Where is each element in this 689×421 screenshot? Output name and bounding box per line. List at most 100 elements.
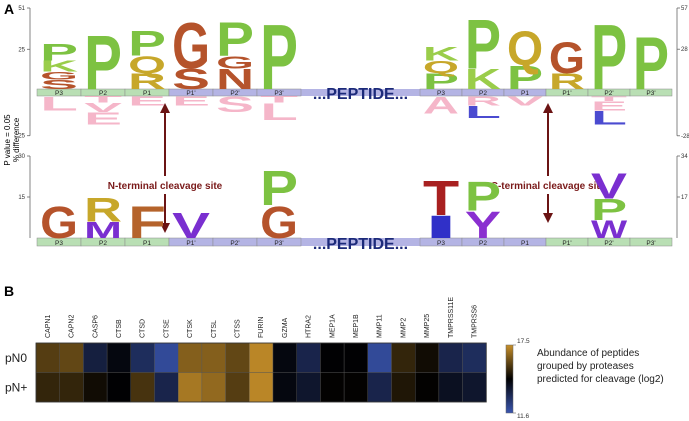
position-label: P2' bbox=[230, 240, 239, 247]
heat-cell bbox=[462, 372, 487, 403]
column-label: GZMA bbox=[282, 317, 289, 338]
position-cell bbox=[629, 88, 673, 97]
position-label: P1' bbox=[186, 90, 195, 97]
column-label: FURIN bbox=[258, 317, 265, 338]
y-label-line: P value = 0.05 bbox=[3, 114, 12, 166]
panel-label: A bbox=[4, 1, 14, 17]
logo-letter: P bbox=[128, 24, 166, 64]
heat-cell bbox=[296, 372, 321, 403]
position-label: P2 bbox=[99, 240, 107, 247]
heat-cell bbox=[225, 342, 250, 373]
heat-cell bbox=[367, 342, 392, 373]
heat-cell bbox=[272, 372, 297, 403]
position-label: P3' bbox=[646, 240, 655, 247]
position-label: P3 bbox=[55, 90, 63, 97]
y2-tick-label: -28 bbox=[681, 134, 689, 140]
position-label: P2 bbox=[99, 90, 107, 97]
logo-letter: T bbox=[84, 95, 122, 105]
logo-letter: Q bbox=[128, 51, 166, 78]
heat-cell bbox=[59, 342, 84, 373]
heatmap-frame bbox=[35, 342, 487, 403]
logo-letter: V bbox=[507, 94, 543, 109]
logo-letter: P bbox=[507, 59, 543, 96]
logo-letter: S bbox=[216, 92, 254, 117]
y2-tick-label: 34 bbox=[681, 154, 688, 160]
position-label: P1 bbox=[143, 90, 151, 97]
position-label: P2 bbox=[479, 90, 487, 97]
heat-cell bbox=[130, 342, 155, 373]
heat-cell bbox=[177, 342, 203, 373]
heat-cell bbox=[438, 342, 463, 373]
peptide-label: ...PEPTIDE... bbox=[313, 86, 408, 103]
logo-letter: G bbox=[260, 198, 298, 248]
logo-letter: L bbox=[465, 103, 501, 123]
heat-cell bbox=[415, 372, 440, 403]
y-tick-label: 25 bbox=[18, 134, 25, 140]
heat-cell bbox=[177, 372, 203, 403]
annotation: C-terminal cleavage site bbox=[491, 181, 606, 192]
colorbar-tick-label: 11.6 bbox=[517, 413, 530, 420]
logo-letter: P bbox=[591, 6, 627, 109]
row-label: pN+ bbox=[5, 380, 27, 394]
logo-letter: P bbox=[465, 174, 501, 220]
logo-letter: K bbox=[465, 63, 501, 95]
logo-letter: G bbox=[549, 34, 585, 83]
logo-letter: S bbox=[172, 63, 210, 95]
logo-letter: R bbox=[465, 94, 501, 109]
column-label: CTSB bbox=[116, 319, 123, 338]
position-label: P2' bbox=[604, 240, 613, 247]
logo-letter: R bbox=[549, 69, 585, 94]
heat-cell bbox=[35, 342, 60, 373]
position-label: P1' bbox=[562, 240, 571, 247]
column-label: CTSE bbox=[163, 319, 170, 338]
position-label: P3' bbox=[274, 240, 283, 247]
column-label: HTRA2 bbox=[306, 315, 313, 338]
position-label: P3 bbox=[55, 240, 63, 247]
heat-cell bbox=[249, 372, 274, 403]
heat-cell bbox=[201, 342, 226, 373]
column-label: CTSK bbox=[187, 319, 194, 338]
peptide-label: ...PEPTIDE... bbox=[313, 236, 408, 253]
column-label: CASP6 bbox=[92, 315, 99, 338]
heat-cell bbox=[225, 372, 250, 403]
heat-cell bbox=[320, 342, 345, 373]
logo-letter: P bbox=[591, 193, 627, 227]
y-tick-label: 51 bbox=[18, 6, 25, 12]
logo-letter: W bbox=[591, 216, 627, 243]
column-label: CAPN1 bbox=[45, 315, 52, 338]
heat-cell bbox=[272, 342, 297, 373]
logo-letter: F bbox=[128, 198, 166, 248]
y-label: P value = 0.05 % difference bbox=[3, 114, 21, 166]
heat-cell bbox=[201, 372, 226, 403]
logo-letter: E bbox=[128, 94, 166, 109]
heat-cell bbox=[59, 372, 84, 403]
logo-letter: T bbox=[423, 170, 459, 225]
y-tick-label: 15 bbox=[18, 195, 25, 201]
logo-letter: L bbox=[591, 107, 627, 129]
position-cell bbox=[256, 88, 302, 97]
logo-letter: A bbox=[423, 92, 459, 119]
logo-letter: N bbox=[216, 63, 254, 95]
logo-letter: T bbox=[260, 95, 298, 105]
logo-letter: R bbox=[84, 191, 122, 229]
logo-letter: I bbox=[423, 209, 459, 245]
column-label: MMP25 bbox=[424, 314, 431, 338]
logo-letter: P bbox=[465, 6, 501, 84]
heat-cell bbox=[35, 372, 60, 403]
heat-cell bbox=[249, 342, 274, 373]
colorbar bbox=[505, 344, 514, 414]
heat-cell bbox=[154, 342, 179, 373]
logo-letter: G bbox=[40, 198, 78, 248]
position-label: P3 bbox=[437, 240, 445, 247]
y-label-line: % difference bbox=[12, 117, 21, 162]
y-tick-label: 30 bbox=[18, 154, 25, 160]
position-label: P2' bbox=[604, 90, 613, 97]
logo-letter: P bbox=[260, 6, 298, 109]
column-label: TMPRSS11E bbox=[448, 297, 455, 338]
panel-label: B bbox=[4, 283, 14, 299]
position-cell bbox=[629, 237, 673, 247]
row-label: pN0 bbox=[5, 351, 27, 365]
column-label: CTSL bbox=[211, 320, 218, 338]
logo-letter: V bbox=[84, 100, 122, 115]
column-label: CTSS bbox=[234, 319, 241, 338]
